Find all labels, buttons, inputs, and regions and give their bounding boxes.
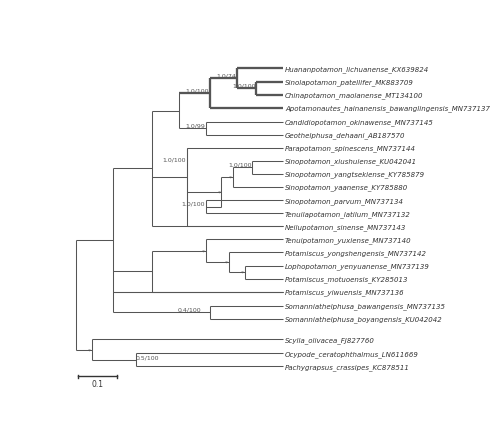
Text: 1.0/100: 1.0/100 (228, 162, 252, 167)
Text: 1.0/99: 1.0/99 (185, 123, 205, 128)
Text: Somanniathelphusa_boyangensis_KU042042: Somanniathelphusa_boyangensis_KU042042 (285, 316, 442, 322)
Text: 1.0/100: 1.0/100 (162, 157, 186, 162)
Text: Neilupotamon_sinense_MN737143: Neilupotamon_sinense_MN737143 (285, 223, 406, 230)
Text: Huananpotamon_lichuanense_KX639824: Huananpotamon_lichuanense_KX639824 (285, 66, 429, 73)
Text: *: * (88, 347, 91, 352)
Text: Sinolapotamon_patellifer_MK883709: Sinolapotamon_patellifer_MK883709 (285, 79, 414, 86)
Text: *: * (225, 260, 228, 265)
Text: *: * (202, 249, 205, 254)
Text: Potamiscus_motuoensis_KY285013: Potamiscus_motuoensis_KY285013 (285, 276, 408, 283)
Text: Tenuipotamon_yuxiense_MN737140: Tenuipotamon_yuxiense_MN737140 (285, 237, 412, 243)
Text: Tenuilapotamon_latilum_MN737132: Tenuilapotamon_latilum_MN737132 (285, 210, 411, 217)
Text: Potamiscus_yiwuensis_MN737136: Potamiscus_yiwuensis_MN737136 (285, 289, 405, 295)
Text: Potamiscus_yongshengensis_MN737142: Potamiscus_yongshengensis_MN737142 (285, 249, 427, 256)
Text: Sinopotamon_xiushuiense_KU042041: Sinopotamon_xiushuiense_KU042041 (285, 158, 417, 165)
Text: Apotamonautes_hainanensis_bawanglingensis_MN737137: Apotamonautes_hainanensis_bawanglingensi… (285, 105, 490, 112)
Text: Sinopotamon_yangtsekiense_KY785879: Sinopotamon_yangtsekiense_KY785879 (285, 171, 425, 178)
Text: 1.0/100: 1.0/100 (182, 201, 205, 206)
Text: Candidiopotamon_okinawense_MN737145: Candidiopotamon_okinawense_MN737145 (285, 119, 434, 126)
Text: Chinapotamon_maolanense_MT134100: Chinapotamon_maolanense_MT134100 (285, 92, 424, 99)
Text: Sinopotamon_parvum_MN737134: Sinopotamon_parvum_MN737134 (285, 197, 404, 204)
Text: Ocypode_ceratophthalmus_LN611669: Ocypode_ceratophthalmus_LN611669 (285, 350, 419, 357)
Text: Parapotamon_spinescens_MN737144: Parapotamon_spinescens_MN737144 (285, 145, 416, 152)
Text: Lophopotamon_yenyuanense_MN737139: Lophopotamon_yenyuanense_MN737139 (285, 262, 430, 269)
Text: 1.0/100: 1.0/100 (186, 88, 209, 93)
Text: 0.5/100: 0.5/100 (136, 354, 159, 359)
Text: *: * (229, 175, 232, 180)
Text: Scylla_olivacea_FJ827760: Scylla_olivacea_FJ827760 (285, 336, 375, 343)
Text: *: * (240, 270, 244, 275)
Text: *: * (218, 190, 220, 195)
Text: 0.4/100: 0.4/100 (177, 307, 201, 312)
Text: 1.0/74: 1.0/74 (216, 73, 236, 78)
Text: 0.1: 0.1 (92, 379, 104, 388)
Text: Pachygrapsus_crassipes_KC878511: Pachygrapsus_crassipes_KC878511 (285, 363, 410, 370)
Text: Geothelphusa_dehaani_AB187570: Geothelphusa_dehaani_AB187570 (285, 132, 406, 139)
Text: Sinopotamon_yaanense_KY785880: Sinopotamon_yaanense_KY785880 (285, 184, 408, 191)
Text: 1.0/100: 1.0/100 (232, 83, 256, 88)
Text: Somanniathelphusa_bawangensis_MN737135: Somanniathelphusa_bawangensis_MN737135 (285, 302, 446, 309)
